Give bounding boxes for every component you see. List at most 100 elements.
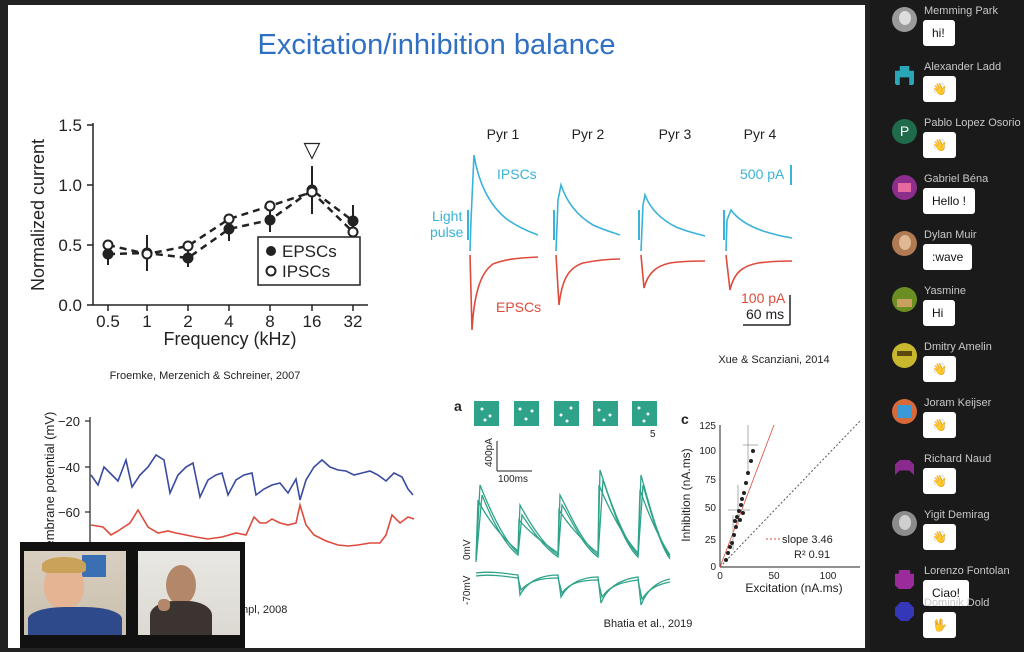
chat-bubble: Ciao! [923,580,970,606]
chat-message: Gabriel Béna Hello ! [870,168,1024,224]
pixel-avatar [892,287,917,312]
pixel-avatar [892,399,917,424]
chat-message: Joram Keijser 👋 [870,392,1024,448]
legend-epscs: EPSCs [282,242,337,261]
ytick-label: −60 [58,505,80,520]
chat-sender: Memming Park [924,5,998,17]
r2-label: R² 0.91 [794,549,830,561]
chat-sender: Alexander Ladd [924,61,1002,73]
photo-avatar [892,511,917,536]
scale-red: 100 pA [741,290,786,306]
chat-sender: Gabriel Béna [924,173,989,185]
pattern-count: 5 [650,429,656,440]
chat-bubble: 👋 [923,76,956,102]
cell-label: Pyr 3 [659,126,692,142]
panel-frequency-tuning: 1.5 1.0 0.5 0.0 0.5 1 2 4 8 16 32 Freque… [28,116,368,382]
chat-sender: Richard Naud [924,453,992,465]
epsc-label: EPSCs [496,299,541,315]
xtick-label: 2 [183,312,192,331]
xtick-label: 0.5 [96,312,120,331]
pixel-avatar [892,567,917,592]
ipsc-label: IPSCs [497,166,537,182]
light-label: Light [432,208,462,224]
chat-message: Dmitry Amelin 👋 [870,336,1024,392]
cell-label: Pyr 2 [572,126,605,142]
chat-message: Memming Park hi! [870,0,1024,56]
chat-bubble: Hello ! [923,188,976,214]
chat-bubble: 👋 [923,524,956,550]
chat-message: Alexander Ladd 👋 [870,56,1024,112]
pixel-avatar [892,455,917,480]
citation-froemke: Froemke, Merzenich & Schreiner, 2007 [110,370,301,382]
pixel-avatar [892,63,917,88]
v-label-70mv: -70mV [462,575,473,605]
chat-bubble: 👋 [923,412,956,438]
yaxis-label: Membrane potential (mV) [42,412,57,559]
pulse-label: pulse [430,224,464,240]
panel-membrane-potential: −20 −40 −60 Membrane potential (mV) mpl,… [42,412,415,616]
ytick-label: 100 [699,446,716,457]
avatar-letter: P [899,123,910,139]
cell-label: Pyr 4 [744,126,777,142]
slide-title: Excitation/inhibition balance [257,29,616,61]
chat-sender: Dominik Dold [924,597,990,609]
ytick-label: 50 [705,503,717,514]
citation-bhatia: Bhatia et al., 2019 [604,618,693,630]
chat-message: Yigit Demirag 👋 [870,504,1024,560]
wall-poster [82,555,106,577]
panel-pyr-traces: Pyr 1 Pyr 2 Pyr 3 Pyr 4 [430,126,830,366]
xtick-label: 0 [717,571,723,582]
cell-label: Pyr 1 [487,126,520,142]
video-tile-participant-1[interactable] [24,551,126,635]
participant-face [166,565,196,605]
chat-bubble: 👋 [923,468,956,494]
chat-message: P Pablo Lopez Osorio 👋 [870,112,1024,168]
video-strip [20,542,245,648]
ytick-label: 1.0 [58,176,82,195]
ytick-label: −40 [58,460,80,475]
chat-bubble: 👋 [923,132,956,158]
chat-message: Dominik Dold 🖖 [870,592,1024,648]
chat-bubble: :wave [923,244,973,270]
panel-letter-c: c [681,411,689,427]
legend-ipscs: IPSCs [282,262,330,281]
ytick-label: 125 [699,421,716,432]
xtick-label: 1 [142,312,151,331]
chat-sender: Joram Keijser [924,397,992,409]
panel-letter-a: a [454,398,462,414]
video-tile-participant-2[interactable] [138,551,240,635]
v-label-0mv: 0mV [462,539,473,560]
slide-figures: 1.5 1.0 0.5 0.0 0.5 1 2 4 8 16 32 Freque… [28,116,861,630]
photo-avatar [892,231,917,256]
photo-avatar [892,7,917,32]
yaxis-label: Inhibition (nA.ms) [679,448,693,541]
letter-avatar: P [892,119,917,144]
xtick-label: 32 [344,312,363,331]
chat-sender: Pablo Lopez Osorio [924,117,1021,129]
xaxis-label: Frequency (kHz) [163,329,296,349]
xtick-label: 8 [265,312,274,331]
scale-blue: 500 pA [740,166,785,182]
xaxis-label: Excitation (nA.ms) [745,581,842,595]
presentation-stage: Excitation/inhibition balance 1.5 1.0 0.… [8,5,865,648]
chat-message: Lorenzo Fontolan Ciao! [870,560,1024,616]
chat-sender: Dmitry Amelin [924,341,992,353]
chat-sender: Lorenzo Fontolan [924,565,1010,577]
panel-bhatia-traces: a 5 400pA 100ms 0mV -70mV [454,398,692,630]
xtick-label: 50 [768,571,780,582]
citation-bottom-left: mpl, 2008 [239,604,287,616]
participant-shirt [28,607,122,635]
scale-time-ms: 100ms [498,474,528,485]
chat-message: Yasmine Hi [870,280,1024,336]
chat-bubble: 🖖 [923,612,956,638]
legend-box [257,236,361,286]
xtick-label: 100 [820,571,837,582]
chat-message: Dylan Muir :wave [870,224,1024,280]
peak-marker: ▽ [304,137,321,162]
citation-xue: Xue & Scanziani, 2014 [718,354,829,366]
scale-current: 400pA [484,438,495,467]
ytick-label: 25 [705,535,717,546]
pixel-avatar [892,599,917,624]
chat-sender: Yigit Demirag [924,509,990,521]
chat-sender: Dylan Muir [924,229,977,241]
